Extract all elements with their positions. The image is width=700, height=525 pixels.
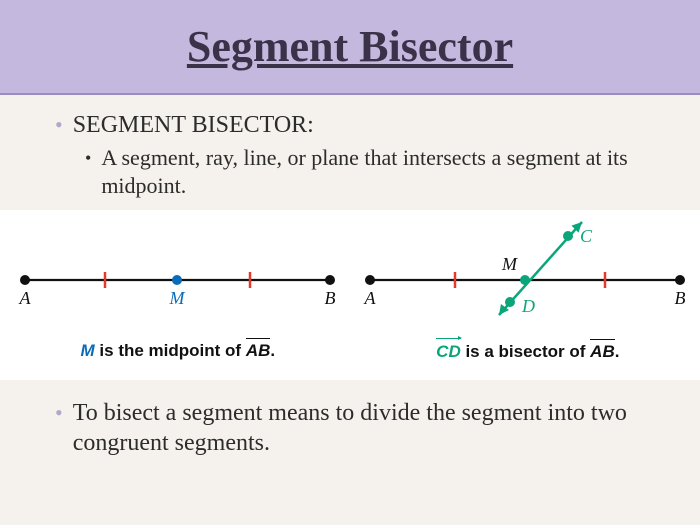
svg-text:C: C	[580, 226, 593, 246]
bisect-text: To bisect a segment means to divide the …	[73, 398, 645, 458]
caption-right-seg: AB	[590, 339, 615, 362]
svg-text:A: A	[19, 288, 32, 308]
svg-text:M: M	[169, 288, 186, 308]
bullet-dot: •	[55, 110, 63, 140]
term-text: SEGMENT BISECTOR:	[73, 110, 314, 140]
bullet-definition: • A segment, ray, line, or plane that in…	[85, 144, 645, 200]
diagram-strip: ABMABMCD M is the midpoint of AB. CD is …	[0, 210, 700, 380]
svg-text:M: M	[501, 254, 518, 274]
svg-text:A: A	[364, 288, 377, 308]
svg-text:B: B	[675, 288, 686, 308]
caption-left-M: M	[81, 341, 95, 360]
caption-right-CD: CD	[436, 338, 461, 362]
bullet-dot: •	[55, 398, 63, 428]
bullet-bisect: • To bisect a segment means to divide th…	[55, 380, 645, 458]
caption-right-text: is a bisector of	[461, 342, 590, 361]
svg-text:B: B	[325, 288, 336, 308]
definition-text: A segment, ray, line, or plane that inte…	[101, 144, 645, 200]
caption-left-text: is the midpoint of	[95, 341, 246, 360]
caption-right: CD is a bisector of AB.	[436, 338, 619, 362]
svg-text:D: D	[521, 296, 535, 316]
caption-left: M is the midpoint of AB.	[81, 338, 276, 362]
page-title: Segment Bisector	[187, 21, 513, 72]
title-header: Segment Bisector	[0, 0, 700, 95]
caption-row: M is the midpoint of AB. CD is a bisecto…	[0, 338, 700, 362]
bullet-term: • SEGMENT BISECTOR:	[55, 110, 645, 140]
bullet-dot: •	[85, 144, 91, 172]
caption-left-seg: AB	[246, 338, 271, 361]
geometry-diagram: A B M A B M C D	[0, 220, 700, 330]
content-area: • SEGMENT BISECTOR: • A segment, ray, li…	[0, 95, 700, 472]
